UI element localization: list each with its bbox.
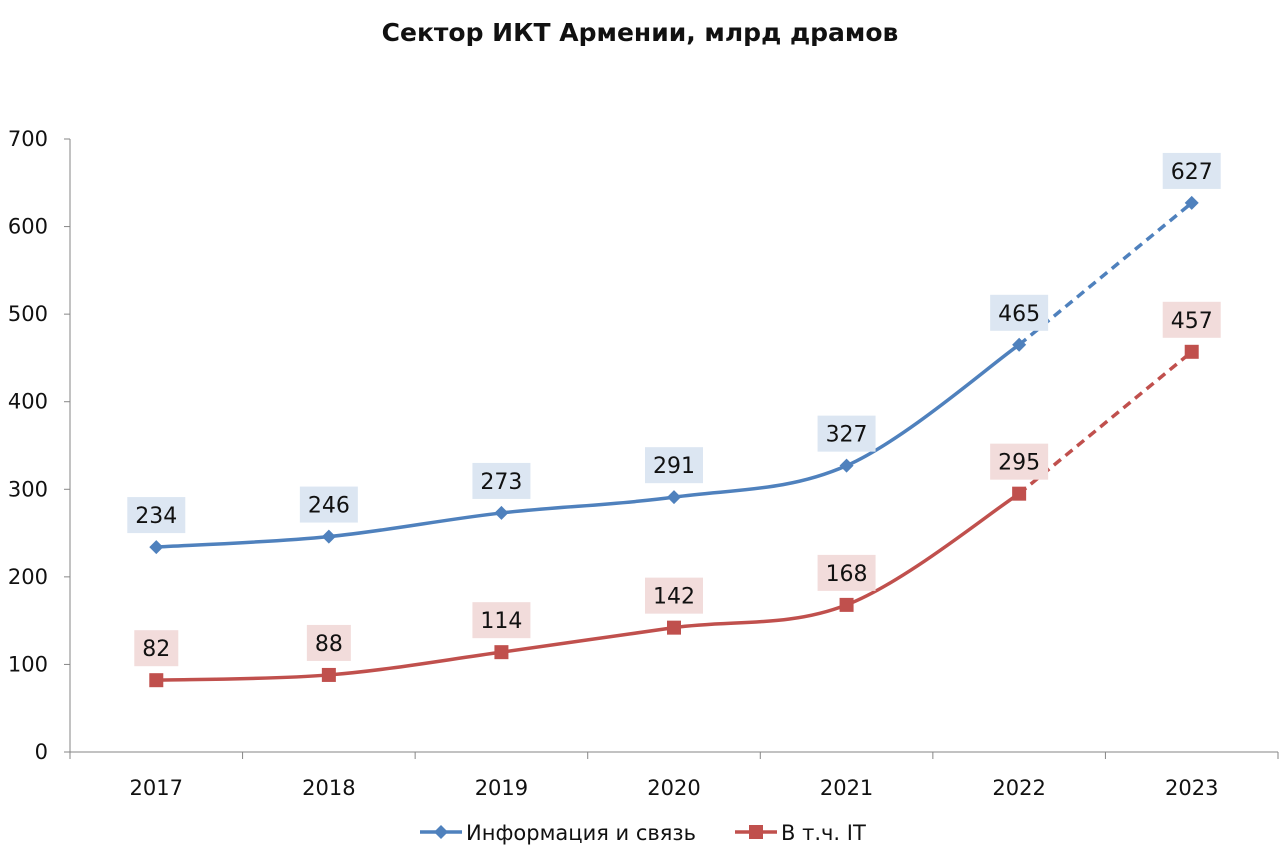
x-tick-label: 2023 [1165, 776, 1218, 800]
data-label: 627 [1171, 160, 1213, 185]
data-point-diamond [494, 505, 509, 520]
data-point-square [1012, 486, 1027, 501]
data-label-box [472, 462, 531, 499]
data-label-box [817, 415, 876, 452]
x-tick-label: 2018 [302, 776, 355, 800]
x-tick-label: 2021 [820, 776, 873, 800]
data-label: 327 [826, 423, 868, 448]
data-label-box [306, 624, 351, 661]
data-label-box [1162, 152, 1221, 189]
legend-label: Информация и связь [466, 821, 696, 845]
y-tick-label: 500 [8, 302, 48, 326]
y-tick-label: 400 [8, 390, 48, 414]
data-label: 234 [135, 504, 177, 529]
data-label-box [472, 602, 531, 639]
y-tick-label: 700 [8, 127, 48, 151]
data-point-square [321, 667, 336, 682]
data-label: 273 [480, 470, 522, 495]
data-label-box [299, 486, 358, 523]
y-tick-label: 100 [8, 652, 48, 676]
legend-label: В т.ч. IT [781, 821, 866, 845]
chart-title: Сектор ИКТ Армении, млрд драмов [381, 18, 899, 47]
x-tick-label: 2020 [647, 776, 700, 800]
y-tick-label: 0 [35, 740, 48, 764]
data-point-diamond [149, 540, 164, 555]
data-label-box [134, 630, 179, 667]
legend-marker-square [749, 825, 763, 839]
data-point-diamond [839, 458, 854, 473]
data-label-box [990, 443, 1049, 480]
y-tick-label: 600 [8, 215, 48, 239]
y-tick-label: 200 [8, 565, 48, 589]
y-tick-label: 300 [8, 477, 48, 501]
x-tick-label: 2022 [992, 776, 1045, 800]
series-line-solid [154, 491, 1021, 682]
data-point-square [149, 673, 164, 688]
data-label: 168 [826, 562, 868, 587]
data-label: 114 [480, 609, 522, 634]
data-point-diamond [1184, 195, 1199, 210]
data-label-box [645, 447, 703, 484]
x-tick-label: 2019 [475, 776, 528, 800]
data-label-box [127, 497, 186, 534]
data-point-square [1184, 344, 1199, 359]
data-label: 291 [653, 454, 695, 479]
data-point-square [839, 597, 854, 612]
data-point-diamond [667, 490, 681, 505]
data-point-diamond [321, 529, 336, 544]
series-line-solid [154, 343, 1021, 549]
data-point-diamond [1012, 337, 1027, 352]
legend-marker-diamond [434, 825, 448, 839]
data-label: 457 [1171, 309, 1213, 334]
data-label: 88 [315, 632, 343, 657]
data-label-box [1162, 301, 1221, 338]
data-label-box [990, 294, 1049, 331]
data-label: 465 [998, 302, 1040, 327]
data-point-square [667, 620, 681, 635]
data-label: 82 [142, 637, 170, 662]
data-label: 295 [998, 451, 1040, 476]
data-label: 142 [653, 585, 695, 610]
data-point-square [494, 645, 509, 660]
x-tick-label: 2017 [130, 776, 183, 800]
data-label: 246 [308, 494, 350, 519]
data-label-box [817, 554, 876, 591]
data-label-box [645, 577, 703, 614]
